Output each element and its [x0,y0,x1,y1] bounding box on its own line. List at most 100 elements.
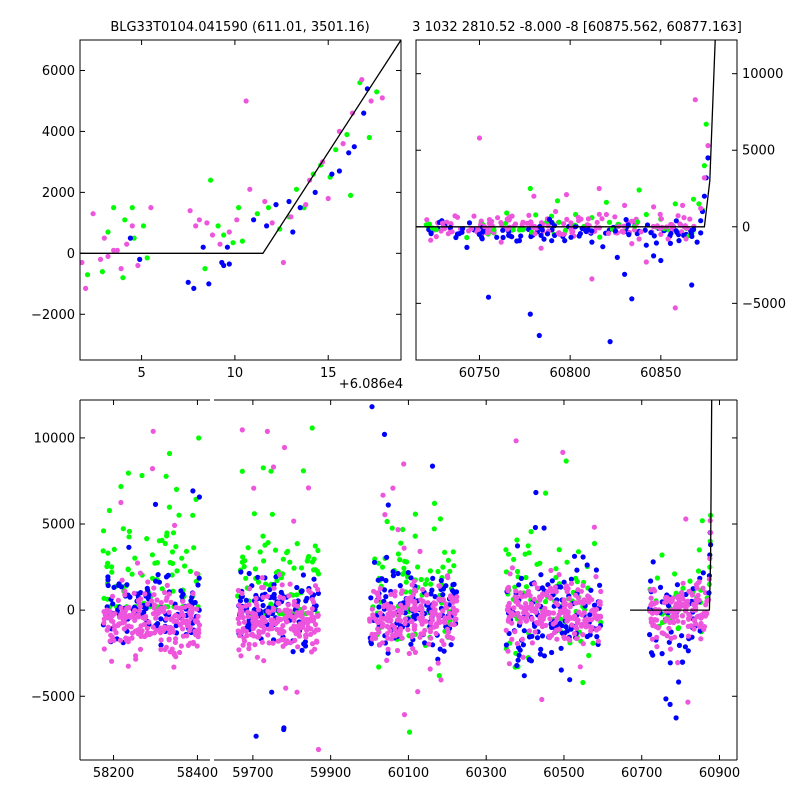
magenta-point [300,624,306,630]
magenta-point [196,217,202,223]
green-point [311,556,317,562]
zoom-peak-panel: 60750 60800 60850 −5000 0 5000 10000 [415,39,786,381]
magenta-point [556,612,562,618]
green-point [176,512,182,518]
blue-point [144,585,150,592]
green-point [163,473,169,479]
blue-point [448,642,454,648]
magenta-point [593,627,600,633]
magenta-point [667,646,674,652]
magenta-point [691,626,697,632]
blue-point [437,646,443,652]
blue-point [546,216,553,222]
blue-point [155,621,161,627]
x-tick-label: 60100 [388,766,429,781]
green-point [401,565,407,571]
blue-point [571,553,578,559]
magenta-point [109,593,116,600]
magenta-point [580,583,586,589]
blue-point [301,641,307,647]
magenta-point [405,600,411,606]
blue-point [221,262,227,269]
x-tick-label: 10 [227,366,244,381]
magenta-point [259,575,265,581]
blue-point [607,339,613,345]
magenta-point [182,604,188,610]
green-point [554,198,561,204]
blue-point [369,404,375,410]
magenta-point [507,571,513,577]
blue-point [429,587,435,593]
green-point [106,507,112,514]
magenta-point [506,661,512,667]
green-point [300,468,306,474]
green-point [126,528,132,535]
x-tick-label: 15 [320,366,337,381]
blue-point [679,659,685,665]
magenta-point [295,644,301,650]
magenta-point [471,213,477,219]
magenta-point [294,689,300,695]
magenta-point [425,600,431,606]
green-point [285,548,291,555]
blue-point [587,612,593,618]
magenta-point [291,617,297,624]
magenta-point [134,627,140,633]
green-point [166,450,173,457]
blue-point [538,646,544,653]
magenta-point [428,620,434,626]
green-point [654,575,661,581]
magenta-point [412,602,418,608]
x-offset-label: +6.086e4 [339,377,403,392]
magenta-point [526,605,532,611]
blue-point [593,567,600,573]
magenta-point [504,226,511,232]
blue-point [440,592,446,598]
magenta-point [287,581,293,587]
blue-point [538,572,544,578]
magenta-point [190,639,196,645]
magenta-point [440,597,446,603]
magenta-point [443,601,449,607]
blue-point [336,168,342,174]
green-point [514,568,521,575]
magenta-point [246,586,253,592]
blue-point [676,679,682,685]
x-tick-label: 60750 [459,366,500,381]
blue-point [516,582,522,588]
magenta-point [675,660,681,666]
magenta-point [133,653,139,659]
magenta-point [404,596,410,602]
blue-point [408,575,414,581]
magenta-point [531,581,538,587]
magenta-point [705,143,711,149]
blue-point [390,569,396,575]
blue-point [126,544,132,550]
magenta-point [132,614,138,620]
green-point [422,581,428,587]
blue-point [456,231,462,237]
y-tick-label: 0 [67,247,75,262]
blue-point [408,641,414,647]
magenta-point [452,616,458,623]
blue-point [480,229,486,235]
magenta-point [399,635,405,641]
green-point [125,470,131,476]
green-point [573,575,579,581]
magenta-point [511,605,517,611]
magenta-point [548,595,554,601]
blue-point [527,311,533,317]
blue-point [648,650,655,656]
magenta-point [156,609,162,615]
blue-point [385,650,391,656]
green-point [464,234,470,241]
magenta-point [118,266,124,272]
magenta-point [692,97,698,103]
magenta-point [575,595,581,601]
magenta-point [675,618,681,624]
green-point [379,564,386,570]
magenta-point [652,588,658,594]
model-curve [80,40,401,254]
magenta-point [315,612,321,618]
blue-point [625,222,631,228]
